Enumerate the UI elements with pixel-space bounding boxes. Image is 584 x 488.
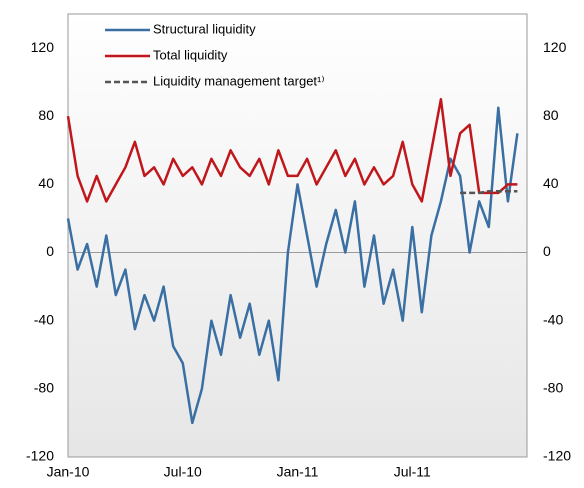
y-tick-label: 40 — [38, 175, 54, 191]
x-tick-label: Jan-11 — [277, 464, 319, 480]
y2-tick-label: 80 — [543, 107, 559, 123]
series-line — [66, 106, 519, 425]
x-tick-label: Jul-11 — [394, 464, 431, 480]
y-tick-label: 0 — [46, 243, 54, 259]
y-tick-label: 120 — [31, 39, 55, 55]
y2-tick-label: 0 — [543, 243, 551, 259]
legend-label: Liquidity management target¹⁾ — [153, 73, 325, 88]
y2-tick-label: 40 — [543, 175, 559, 191]
y-tick-label: -80 — [34, 380, 54, 396]
legend-label: Structural liquidity — [153, 21, 256, 36]
y2-tick-label: -40 — [543, 311, 563, 327]
y-tick-label: 80 — [38, 107, 54, 123]
x-tick-label: Jan-10 — [47, 464, 90, 480]
legend-label: Total liquidity — [153, 47, 228, 62]
plot-area — [67, 13, 528, 458]
y-tick-label: -40 — [34, 311, 54, 327]
y2-tick-label: -80 — [543, 380, 563, 396]
series-line — [66, 97, 518, 203]
series-line — [460, 189, 518, 195]
y2-tick-label: 120 — [543, 39, 567, 55]
x-tick-label: Jul-10 — [164, 464, 202, 480]
y2-tick-label: -120 — [543, 448, 571, 464]
y-tick-label: -120 — [26, 448, 54, 464]
